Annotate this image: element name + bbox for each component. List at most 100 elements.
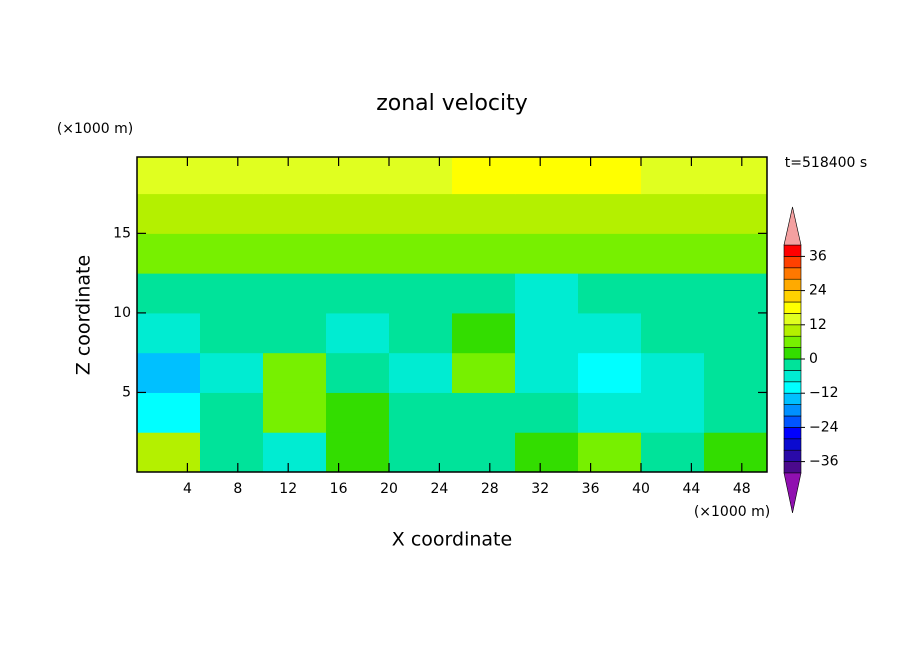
- field-cell: [578, 392, 642, 433]
- field-cell: [641, 352, 705, 393]
- field-cell: [578, 312, 642, 354]
- colorbar-tick-label: 12: [809, 317, 827, 333]
- colorbar-box: [783, 449, 802, 462]
- colorbar-under: [783, 472, 802, 514]
- colorbar-tick-label: −24: [809, 419, 839, 435]
- colorbar-box: [783, 392, 802, 405]
- field-cell: [704, 193, 768, 234]
- field-cell: [641, 312, 705, 354]
- field-cell: [704, 157, 768, 195]
- field-cell: [704, 392, 768, 433]
- field-cell: [389, 352, 453, 393]
- field-cell: [200, 193, 264, 234]
- field-cell: [326, 233, 390, 274]
- field-cell: [263, 352, 327, 393]
- colorbar-box: [783, 290, 802, 303]
- time-label: t=518400 s: [785, 155, 867, 171]
- field-cell: [137, 233, 201, 274]
- field-cell: [452, 157, 516, 195]
- field-cell: [389, 432, 453, 473]
- y-tick-label: 15: [113, 225, 131, 241]
- colorbar-box: [783, 278, 802, 291]
- field-cell: [389, 193, 453, 234]
- field-cell: [704, 312, 768, 354]
- field-cell: [389, 157, 453, 195]
- field-cell: [515, 273, 579, 314]
- colorbar-box: [783, 324, 802, 337]
- field-cell: [578, 432, 642, 473]
- field-cell: [326, 432, 390, 473]
- x-tick-label: 48: [733, 481, 751, 497]
- field-cell: [704, 352, 768, 393]
- field-cell: [641, 273, 705, 314]
- field-cell: [515, 233, 579, 274]
- x-tick-label: 28: [481, 481, 499, 497]
- field-cell: [704, 233, 768, 274]
- field-cell: [578, 157, 642, 195]
- field-cell: [389, 233, 453, 274]
- colorbar-box: [783, 313, 802, 326]
- x-tick-label: 8: [233, 481, 242, 497]
- field-cell: [326, 193, 390, 234]
- field-cell: [578, 233, 642, 274]
- field-cell: [515, 432, 579, 473]
- x-tick-label: 24: [430, 481, 448, 497]
- colorbar-tick-label: 36: [809, 248, 827, 264]
- colorbar-box: [783, 438, 802, 451]
- field-cell: [326, 392, 390, 433]
- field-cell: [578, 193, 642, 234]
- field-cell: [578, 273, 642, 314]
- colorbar-box: [783, 381, 802, 394]
- colorbar-box: [783, 301, 802, 314]
- field-cell: [515, 352, 579, 393]
- field-cell: [200, 312, 264, 354]
- field-cell: [263, 193, 327, 234]
- field-cell: [452, 233, 516, 274]
- field-cell: [137, 392, 201, 433]
- colorbar-tick-label: −12: [809, 385, 839, 401]
- field-cell: [452, 312, 516, 354]
- field-cell: [452, 392, 516, 433]
- field-cell: [137, 157, 201, 195]
- colorbar-box: [783, 347, 802, 360]
- x-tick-label: 12: [279, 481, 297, 497]
- field-cell: [389, 392, 453, 433]
- colorbar-tick-label: −36: [809, 454, 839, 470]
- colorbar-box: [783, 404, 802, 417]
- field-cell: [263, 157, 327, 195]
- y-tick-label: 5: [122, 384, 131, 400]
- field-cell: [389, 312, 453, 354]
- field-cell: [641, 193, 705, 234]
- x-tick-label: 44: [682, 481, 700, 497]
- colorbar-box: [783, 358, 802, 371]
- field-cell: [515, 312, 579, 354]
- colorbar-box: [783, 267, 802, 280]
- field-cell: [452, 352, 516, 393]
- field-cell: [326, 352, 390, 393]
- field-cell: [326, 157, 390, 195]
- x-tick-label: 40: [632, 481, 650, 497]
- field-cell: [263, 392, 327, 433]
- y-unit: (×1000 m): [57, 121, 133, 137]
- field-cell: [263, 273, 327, 314]
- x-tick-label: 16: [330, 481, 348, 497]
- field-cell: [137, 432, 201, 473]
- field-cell: [326, 312, 390, 354]
- field-cell: [515, 392, 579, 433]
- field-cell: [578, 352, 642, 393]
- field-cell: [452, 193, 516, 234]
- field-cell: [263, 233, 327, 274]
- x-axis-title: X coordinate: [392, 529, 512, 551]
- colorbar-box: [783, 461, 802, 474]
- field-cell: [263, 432, 327, 473]
- field-cell: [200, 432, 264, 473]
- colorbar-box: [783, 370, 802, 383]
- colorbar-box: [783, 256, 802, 269]
- field-cell: [641, 233, 705, 274]
- field-cell: [704, 273, 768, 314]
- field-cell: [641, 432, 705, 473]
- field-cell: [137, 273, 201, 314]
- field-cell: [452, 432, 516, 473]
- field-cell: [200, 352, 264, 393]
